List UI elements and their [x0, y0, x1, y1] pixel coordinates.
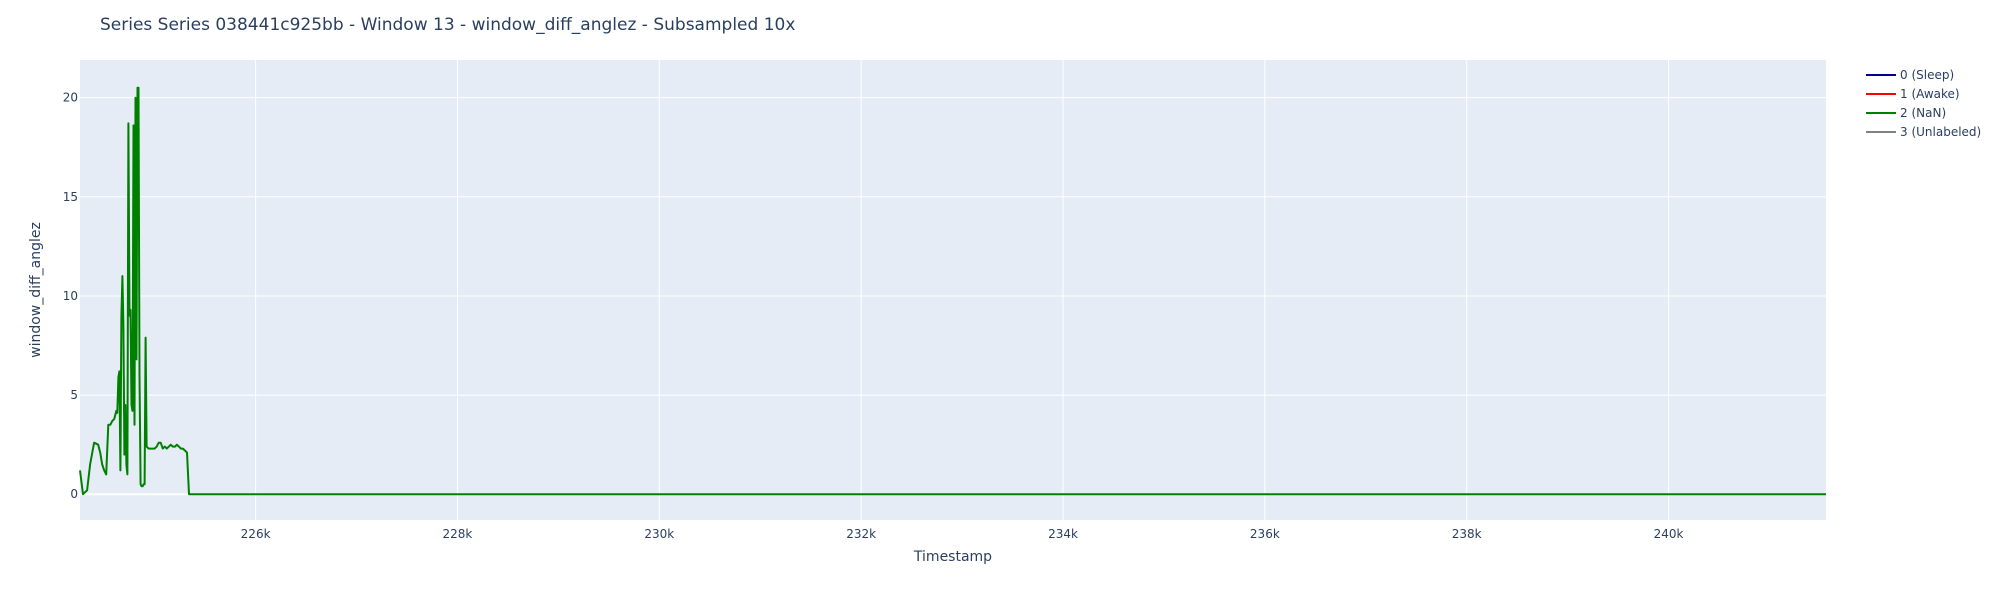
y-tick-label: 10: [63, 289, 78, 303]
legend-item[interactable]: 0 (Sleep): [1866, 68, 1954, 82]
x-axis-ticks: 226k 228k 230k 232k 234k 236k 238k 240k: [241, 527, 1684, 541]
legend-label: 2 (NaN): [1900, 106, 1946, 120]
y-tick-label: 15: [63, 190, 78, 204]
legend-label: 0 (Sleep): [1900, 68, 1954, 82]
legend: 0 (Sleep) 1 (Awake) 2 (NaN) 3 (Unlabeled): [1866, 68, 1981, 139]
x-tick-label: 226k: [241, 527, 271, 541]
legend-item[interactable]: 2 (NaN): [1866, 106, 1946, 120]
x-tick-label: 234k: [1048, 527, 1078, 541]
plot-area[interactable]: [80, 60, 1826, 520]
y-tick-label: 0: [70, 487, 78, 501]
series-lines: [79, 86, 1826, 496]
x-axis-title: Timestamp: [913, 549, 992, 565]
x-tick-label: 232k: [846, 527, 876, 541]
legend-item[interactable]: 1 (Awake): [1866, 87, 1960, 101]
y-axis-title: window_diff_anglez: [28, 222, 44, 358]
x-tick-label: 238k: [1452, 527, 1482, 541]
legend-item[interactable]: 3 (Unlabeled): [1866, 125, 1981, 139]
y-tick-label: 20: [63, 91, 78, 105]
x-tick-label: 240k: [1654, 527, 1684, 541]
x-tick-label: 228k: [443, 527, 473, 541]
chart-title: Series Series 038441c925bb - Window 13 -…: [100, 15, 795, 35]
y-axis-ticks: 0 5 10 15 20: [63, 91, 78, 502]
legend-label: 3 (Unlabeled): [1900, 125, 1981, 139]
x-tick-label: 236k: [1250, 527, 1280, 541]
series-line-2[interactable]: [79, 86, 1826, 496]
legend-label: 1 (Awake): [1900, 87, 1960, 101]
y-tick-label: 5: [70, 388, 78, 402]
x-tick-label: 230k: [644, 527, 674, 541]
